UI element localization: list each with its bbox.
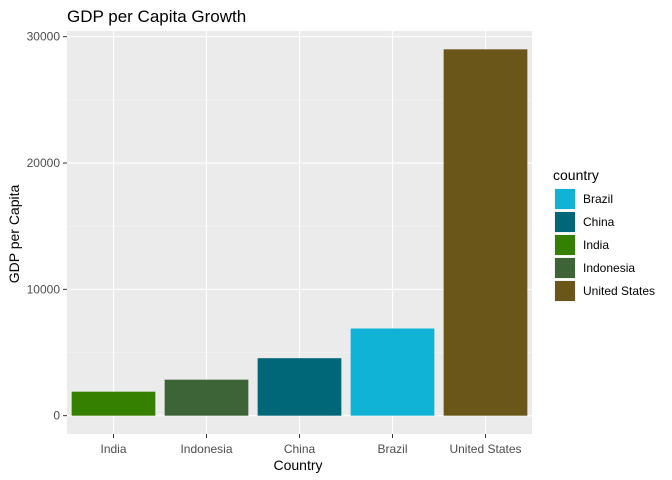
legend-title: country: [553, 167, 599, 183]
bar-indonesia: [164, 379, 249, 416]
bar-china: [257, 358, 342, 416]
legend-label: United States: [583, 284, 655, 298]
y-tick-label: 20000: [27, 156, 61, 170]
legend-label: Indonesia: [583, 261, 635, 275]
x-tick-label: Indonesia: [180, 442, 232, 456]
legend-swatch: [555, 281, 575, 301]
bar-united-states: [443, 49, 528, 416]
y-tick-label: 30000: [27, 30, 61, 44]
x-tick-label: United States: [449, 442, 521, 456]
bars: [71, 49, 528, 416]
y-axis: 0 10000 20000 30000: [27, 30, 67, 423]
y-tick-label: 10000: [27, 282, 61, 296]
legend-label: Brazil: [583, 192, 613, 206]
x-axis: India Indonesia China Brazil United States: [100, 434, 522, 456]
chart-title: GDP per Capita Growth: [67, 7, 246, 26]
legend-swatch: [555, 235, 575, 255]
x-tick-label: China: [284, 442, 316, 456]
x-axis-title: Country: [273, 457, 322, 473]
x-tick-label: India: [100, 442, 126, 456]
legend-swatch: [555, 212, 575, 232]
legend: country Brazil China India Indonesia United …: [553, 167, 655, 302]
y-tick-label: 0: [53, 409, 60, 423]
legend-swatch: [555, 258, 575, 278]
legend-swatch: [555, 189, 575, 209]
bar-india: [71, 391, 156, 416]
legend-label: China: [583, 215, 615, 229]
legend-label: India: [583, 238, 609, 252]
bar-brazil: [350, 328, 435, 416]
y-axis-title: GDP per Capita: [6, 185, 22, 284]
x-tick-label: Brazil: [377, 442, 407, 456]
